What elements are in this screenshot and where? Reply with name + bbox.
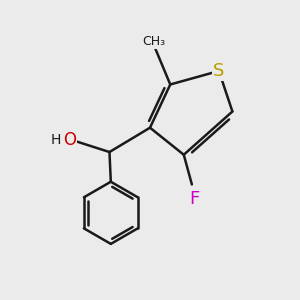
Text: H: H bbox=[50, 133, 61, 147]
Text: F: F bbox=[190, 190, 200, 208]
Text: CH₃: CH₃ bbox=[142, 35, 165, 48]
Text: S: S bbox=[213, 62, 225, 80]
Text: O: O bbox=[63, 131, 76, 149]
